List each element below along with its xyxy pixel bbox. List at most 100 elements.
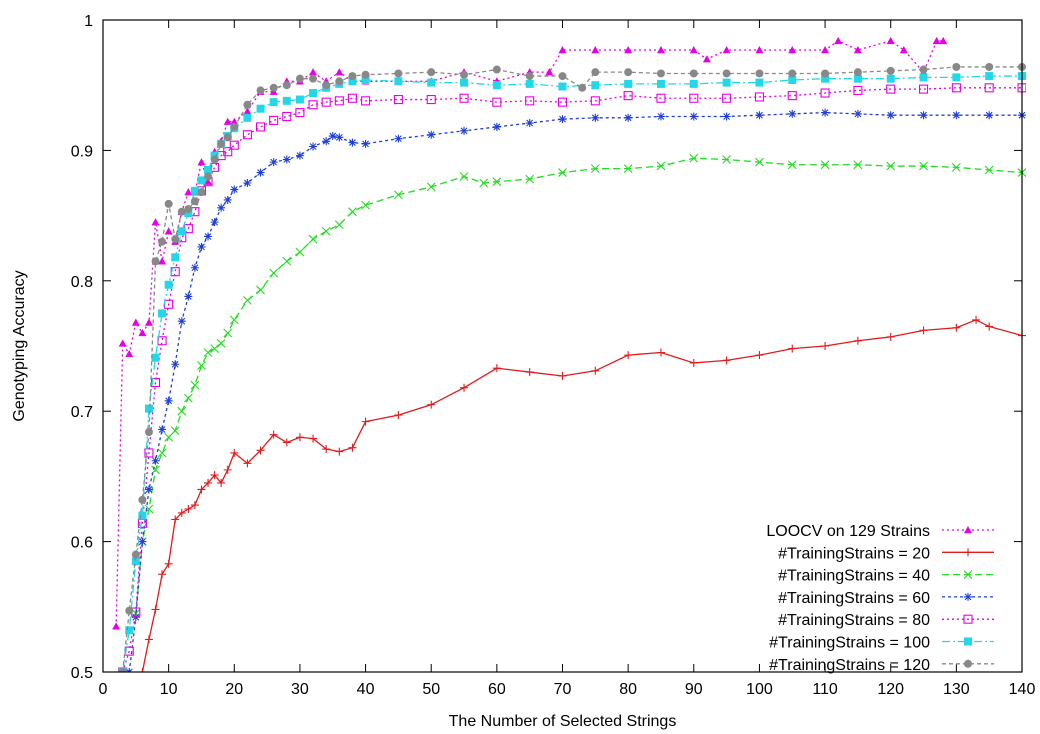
data-point xyxy=(788,109,797,118)
data-point xyxy=(427,78,436,87)
x-tick-label: 0 xyxy=(99,681,108,698)
data-point xyxy=(131,613,140,622)
data-point xyxy=(171,253,180,262)
data-point xyxy=(361,70,370,79)
data-point xyxy=(525,174,535,184)
data-point xyxy=(158,309,167,318)
data-point xyxy=(144,404,153,413)
series-2 xyxy=(138,315,1026,672)
series-line xyxy=(141,319,1023,672)
data-point xyxy=(269,83,278,92)
data-point xyxy=(985,62,994,71)
data-point xyxy=(255,122,266,132)
data-point xyxy=(820,160,830,170)
data-point xyxy=(309,89,318,98)
data-point xyxy=(788,75,797,84)
data-point xyxy=(164,227,173,235)
legend-label: #TrainingStrains = 120 xyxy=(769,657,930,674)
data-point xyxy=(164,199,173,208)
data-point xyxy=(157,336,167,346)
data-point xyxy=(972,315,981,324)
data-point xyxy=(177,317,186,326)
legend-marker xyxy=(964,526,972,534)
data-point xyxy=(394,411,403,420)
data-point xyxy=(144,318,153,326)
data-point xyxy=(460,383,469,392)
data-point xyxy=(558,371,567,380)
series-line xyxy=(115,40,944,627)
data-point xyxy=(177,508,186,517)
data-point xyxy=(282,438,291,447)
data-point xyxy=(821,108,830,117)
data-point xyxy=(361,417,370,426)
data-point xyxy=(112,622,121,630)
data-point xyxy=(853,68,862,77)
data-point xyxy=(164,559,173,568)
data-point xyxy=(164,280,173,289)
data-point xyxy=(722,78,731,87)
data-point xyxy=(591,81,600,90)
data-point xyxy=(170,426,180,436)
data-point xyxy=(787,91,797,101)
data-point xyxy=(157,448,167,458)
data-point xyxy=(223,195,232,204)
data-point xyxy=(158,570,167,579)
x-tick-label: 100 xyxy=(746,681,773,698)
data-point xyxy=(230,122,239,131)
data-point xyxy=(217,478,226,487)
data-point xyxy=(335,447,344,456)
data-point xyxy=(479,178,489,188)
y-tick-label: 0.8 xyxy=(71,274,93,291)
data-point xyxy=(689,79,698,88)
data-point xyxy=(216,339,226,348)
data-point xyxy=(348,138,357,147)
data-point xyxy=(144,485,153,494)
data-point xyxy=(282,81,291,90)
data-point xyxy=(919,65,928,74)
data-point xyxy=(492,364,501,373)
data-point xyxy=(624,79,633,88)
data-point xyxy=(295,108,305,118)
data-point xyxy=(939,36,948,45)
data-point xyxy=(223,465,232,474)
x-tick-label: 120 xyxy=(877,681,904,698)
x-tick-label: 70 xyxy=(554,681,572,698)
data-point xyxy=(689,358,698,367)
data-point xyxy=(525,72,534,81)
data-point xyxy=(525,119,534,128)
legend-label: #TrainingStrains = 60 xyxy=(778,590,930,607)
data-point xyxy=(321,97,331,107)
legend-marker xyxy=(963,614,973,624)
data-point xyxy=(788,69,797,78)
data-point xyxy=(952,62,961,71)
data-point xyxy=(190,186,199,195)
data-point xyxy=(197,242,206,251)
x-axis-label: The Number of Selected Strings xyxy=(449,713,677,730)
data-point xyxy=(171,515,180,524)
data-point xyxy=(755,78,764,87)
data-point xyxy=(886,84,896,94)
data-point xyxy=(171,235,180,244)
data-point xyxy=(656,112,665,121)
data-point xyxy=(210,218,219,227)
data-point xyxy=(591,68,600,77)
data-point xyxy=(623,164,633,174)
data-point xyxy=(230,448,239,457)
data-point xyxy=(190,501,199,510)
data-point xyxy=(394,190,403,200)
data-point xyxy=(217,139,226,148)
data-point xyxy=(755,351,764,360)
data-point xyxy=(269,158,278,167)
data-point xyxy=(197,361,206,370)
data-point xyxy=(334,96,344,106)
data-point xyxy=(492,97,502,107)
data-point xyxy=(256,446,265,455)
data-point xyxy=(821,342,830,350)
data-point xyxy=(190,263,199,272)
data-point xyxy=(309,434,318,443)
data-point xyxy=(295,151,304,160)
data-point xyxy=(197,188,206,197)
data-point xyxy=(590,164,600,174)
data-point xyxy=(282,111,292,122)
